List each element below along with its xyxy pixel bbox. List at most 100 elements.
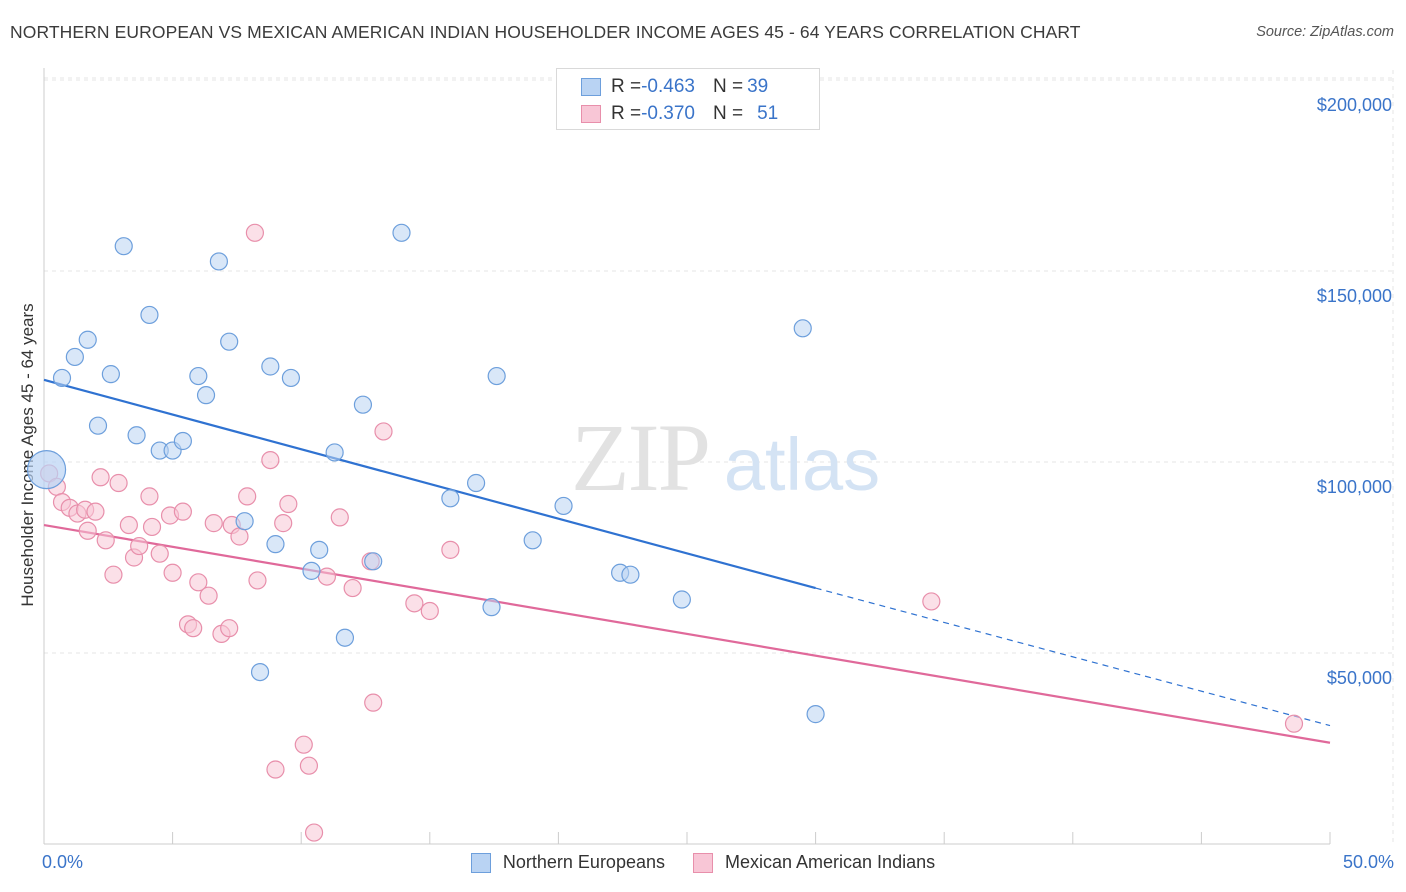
mexican-american-indians-point	[374, 422, 393, 441]
trend-lines	[43, 378, 1331, 744]
northern-europeans-point	[173, 431, 192, 451]
chart-title: NORTHERN EUROPEAN VS MEXICAN AMERICAN IN…	[10, 22, 1081, 42]
y-tick-label: $50,000	[1326, 668, 1392, 688]
northern-europeans-point	[250, 662, 270, 682]
northern-europeans-point	[78, 330, 97, 349]
mexican-american-indians-point	[163, 563, 182, 582]
legend-n-label: N =	[712, 76, 744, 97]
mexican-american-indians-point	[274, 514, 293, 533]
legend-swatch-blue	[581, 78, 601, 96]
northern-europeans-point	[554, 496, 573, 516]
mexican-american-indians-point	[266, 760, 285, 779]
mexican-american-indians-point	[142, 517, 162, 537]
mexican-american-indians-point	[299, 756, 319, 775]
mexican-american-indians-point	[189, 573, 208, 592]
northern-europeans-point	[482, 598, 501, 617]
northern-europeans-point	[353, 395, 373, 414]
northern-europeans-point	[261, 357, 280, 376]
mexican-american-indians-point	[109, 473, 128, 493]
legend-r-value: -0.370	[641, 103, 695, 124]
mexican-american-indians-point	[922, 592, 941, 611]
mexican-american-indians-point	[96, 531, 115, 550]
northern-europeans-point	[189, 366, 208, 386]
mexican-american-indians-point	[330, 508, 349, 527]
mexican-american-indians-point	[204, 514, 223, 533]
y-tick-label: $150,000	[1316, 286, 1392, 306]
mexican-american-indians-point	[173, 502, 192, 521]
northern-europeans-point	[65, 347, 84, 367]
legend-row-mexican-american-indians: R = -0.370 N = 51	[581, 102, 778, 126]
watermark-atlas: atlas	[724, 423, 880, 506]
legend-label: Mexican American Indians	[725, 852, 936, 872]
northern-europeans-point	[523, 531, 542, 550]
northern-europeans-point	[235, 512, 254, 531]
northern-europeans-point	[52, 368, 72, 388]
northern-europeans-point	[310, 540, 329, 559]
y-tick-label: $100,000	[1316, 477, 1392, 497]
mexican-american-indians-point	[343, 578, 362, 598]
legend-r-label: R =	[611, 76, 642, 97]
northern-europeans-point	[266, 535, 285, 554]
legend-r-label: R =	[611, 103, 642, 124]
legend-row-northern-europeans: R = -0.463 N = 39	[581, 75, 768, 99]
mexican-american-indians-point	[1284, 714, 1304, 733]
northern-europeans-point	[114, 237, 133, 256]
legend-item-northern-europeans: Northern Europeans	[470, 852, 665, 873]
northern-europeans-trend-extension	[815, 587, 1331, 727]
legend-swatch-pink	[693, 852, 713, 873]
northern-europeans-point	[364, 552, 383, 571]
northern-europeans-point	[209, 252, 228, 271]
northern-europeans-point	[196, 386, 216, 405]
x-tick-label: 50.0%	[1342, 852, 1394, 872]
legend-item-mexican-american-indians: Mexican American Indians	[693, 852, 935, 873]
mexican-american-indians-point	[261, 450, 280, 470]
northern-europeans-point	[441, 489, 460, 508]
northern-europeans-point	[793, 319, 812, 338]
northern-europeans-point	[220, 332, 239, 351]
mexican-american-indians-point	[317, 567, 337, 586]
mexican-american-indians-trend-line	[43, 523, 1331, 744]
legend-swatch-blue	[470, 852, 491, 873]
mexican-american-indians-point	[279, 494, 298, 514]
mexican-american-indians-point	[104, 565, 123, 584]
northern-europeans-point	[621, 565, 640, 584]
grid-lines	[44, 70, 1396, 844]
northern-europeans-point	[672, 590, 691, 609]
northern-europeans-point	[140, 305, 159, 325]
mexican-american-indians-point	[220, 619, 239, 638]
northern-europeans-point	[101, 365, 120, 384]
mexican-american-indians-point	[86, 502, 105, 521]
correlation-legend: R = -0.463 N = 39 R = -0.370 N = 51	[556, 68, 820, 130]
northern-europeans-point	[335, 628, 355, 647]
northern-europeans-point	[127, 426, 146, 445]
data-points	[26, 223, 1304, 842]
legend-n-label: N =	[712, 103, 744, 124]
northern-europeans-point	[392, 223, 411, 242]
x-tick-label: 0.0%	[42, 852, 84, 872]
chart-source: Source: ZipAtlas.com	[1256, 24, 1394, 40]
northern-europeans-point	[281, 368, 301, 388]
legend-swatch-pink	[581, 105, 601, 123]
mexican-american-indians-point	[238, 487, 257, 506]
mexican-american-indians-point	[294, 735, 313, 754]
mexican-american-indians-point	[91, 468, 110, 487]
northern-europeans-point	[466, 473, 486, 493]
mexican-american-indians-point	[78, 521, 97, 540]
series-legend: Northern Europeans Mexican American Indi…	[0, 852, 1406, 873]
mexican-american-indians-point	[248, 571, 267, 590]
mexican-american-indians-point	[230, 527, 249, 546]
mexican-american-indians-point	[199, 586, 218, 605]
mexican-american-indians-point	[130, 536, 149, 556]
northern-europeans-point	[325, 443, 344, 462]
northern-europeans-point	[487, 366, 506, 386]
mexican-american-indians-point	[405, 594, 424, 613]
northern-europeans-trend-line	[43, 378, 816, 590]
watermark-zip: ZIP	[571, 404, 709, 511]
legend-r-value: -0.463	[641, 76, 695, 97]
mexican-american-indians-point	[119, 515, 138, 535]
mexican-american-indians-point	[140, 487, 159, 506]
watermark: ZIP atlas	[571, 404, 880, 511]
mexican-american-indians-point	[420, 601, 439, 621]
mexican-american-indians-point	[245, 223, 265, 242]
